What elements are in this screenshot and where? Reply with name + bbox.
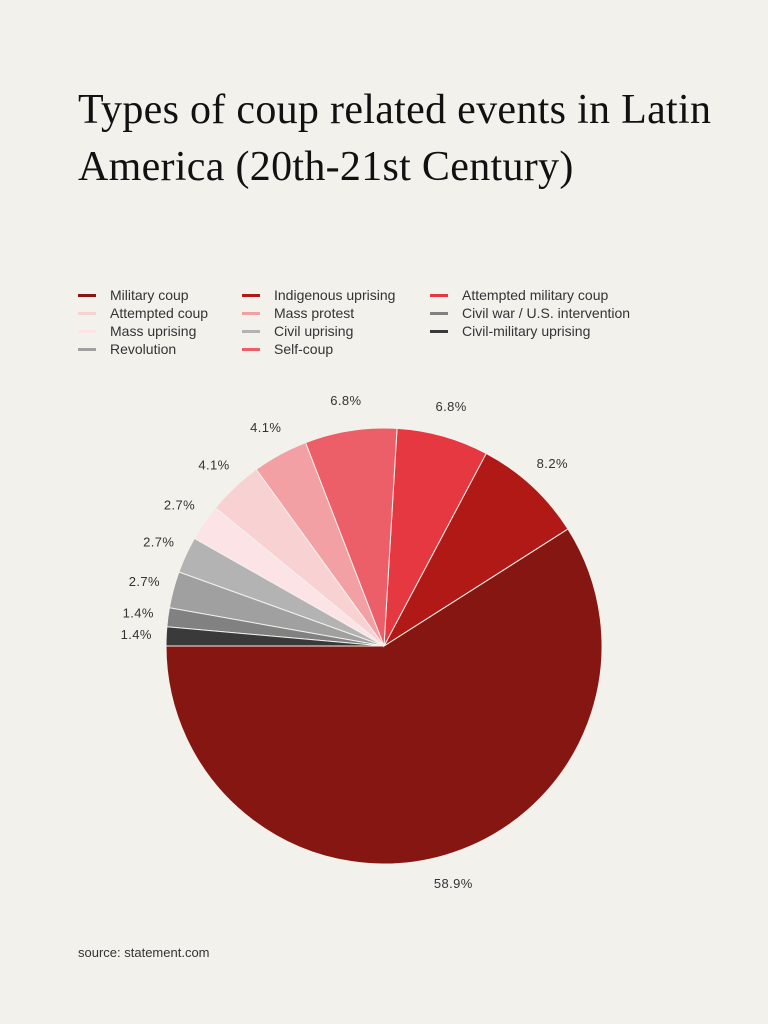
legend-item-military-coup: Military coup xyxy=(78,286,242,304)
legend-swatch xyxy=(430,311,448,315)
slice-label-military-coup: 58.9% xyxy=(434,876,473,891)
legend-label: Revolution xyxy=(110,341,177,357)
legend-label: Mass uprising xyxy=(110,323,197,339)
slice-label-revolution: 2.7% xyxy=(129,574,160,589)
legend-swatch xyxy=(78,311,96,315)
slice-label-mass-uprising: 2.7% xyxy=(164,498,195,513)
legend-label: Military coup xyxy=(110,287,189,303)
legend-label: Civil uprising xyxy=(274,323,354,339)
legend-label: Mass protest xyxy=(274,305,355,321)
legend-item-indigenous-uprising: Indigenous uprising xyxy=(242,286,430,304)
pie-slice-civil-military-uprising xyxy=(165,626,385,647)
legend-swatch xyxy=(242,347,260,351)
legend-label: Civil war / U.S. intervention xyxy=(462,305,631,321)
legend-swatch xyxy=(78,347,96,351)
slice-label-attempted-military-coup: 6.8% xyxy=(435,399,466,414)
source-note: source: statement.com xyxy=(78,945,210,960)
legend-item-revolution: Revolution xyxy=(78,340,242,358)
legend-swatch xyxy=(430,293,448,297)
chart-legend: Military coup Indigenous uprising Attempte… xyxy=(78,286,698,358)
pie-chart: 58.9% 8.2% 6.8% 6.8% 4.1% 4.1% 2.7% 2.7% 2.7% 1.4… xyxy=(121,393,603,891)
legend-swatch xyxy=(430,329,448,333)
legend-label: Civil-military uprising xyxy=(462,323,591,339)
chart-title: Types of coup related events in Latin Am… xyxy=(78,87,712,190)
legend-item-civil-military-uprising: Civil-military uprising xyxy=(430,322,698,340)
legend-label: Self-coup xyxy=(274,341,334,357)
legend-item-civil-uprising: Civil uprising xyxy=(242,322,430,340)
legend-label: Attempted coup xyxy=(110,305,209,321)
legend-item-attempted-military-coup: Attempted military coup xyxy=(430,286,698,304)
legend-item-mass-uprising: Mass uprising xyxy=(78,322,242,340)
legend-item-self-coup: Self-coup xyxy=(242,340,430,358)
slice-label-civil-uprising: 2.7% xyxy=(143,534,174,549)
slice-label-attempted-coup: 4.1% xyxy=(198,458,229,473)
pie-slice-military-coup xyxy=(165,528,603,865)
legend-swatch xyxy=(78,293,96,297)
legend-item-civil-war-u-s-intervention: Civil war / U.S. intervention xyxy=(430,304,698,322)
slice-label-civil-war-u-s-intervention: 1.4% xyxy=(123,605,154,620)
legend-label: Indigenous uprising xyxy=(274,287,396,303)
legend-swatch xyxy=(242,293,260,297)
pie-slice-indigenous-uprising xyxy=(382,452,569,648)
legend-item-mass-protest: Mass protest xyxy=(242,304,430,322)
slice-label-civil-military-uprising: 1.4% xyxy=(121,627,152,642)
slice-label-self-coup: 6.8% xyxy=(330,393,361,408)
legend-item-attempted-coup: Attempted coup xyxy=(78,304,242,322)
legend-swatch xyxy=(242,311,260,315)
legend-swatch xyxy=(242,329,260,333)
slice-label-indigenous-uprising: 8.2% xyxy=(537,456,568,471)
legend-label: Attempted military coup xyxy=(462,287,609,303)
slice-label-mass-protest: 4.1% xyxy=(250,420,281,435)
legend-swatch xyxy=(78,329,96,333)
